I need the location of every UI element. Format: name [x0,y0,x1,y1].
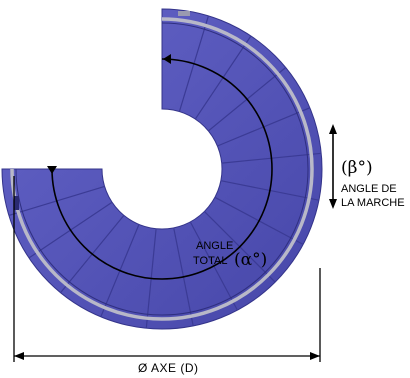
step-angle-label-line1: ANGLE DE [341,183,397,195]
outer-rail-shadow [15,22,309,316]
diameter-label: Ø AXE (D) [138,361,199,375]
outer-rail [10,17,314,321]
walking-line-arrow-top [163,54,171,64]
total-angle-symbol: (α°) [234,250,268,270]
walking-line-arc [51,58,273,280]
walking-line-arrow-left [47,166,57,174]
diameter-arrow-right [310,352,320,360]
diameter-arrow-left [14,352,24,360]
end-step-cap [14,196,19,210]
step-angle-label-line2: LA MARCHE [341,197,405,209]
total-angle-label-line2: TOTAL [193,255,228,267]
total-angle-label-line1: ANGLE [196,240,234,252]
step-angle-arrow-head-top [329,124,337,134]
step-angle-arrow-head-bottom [329,199,337,209]
top-step-cap [178,11,190,16]
step-angle-symbol: (β°) [341,158,373,178]
